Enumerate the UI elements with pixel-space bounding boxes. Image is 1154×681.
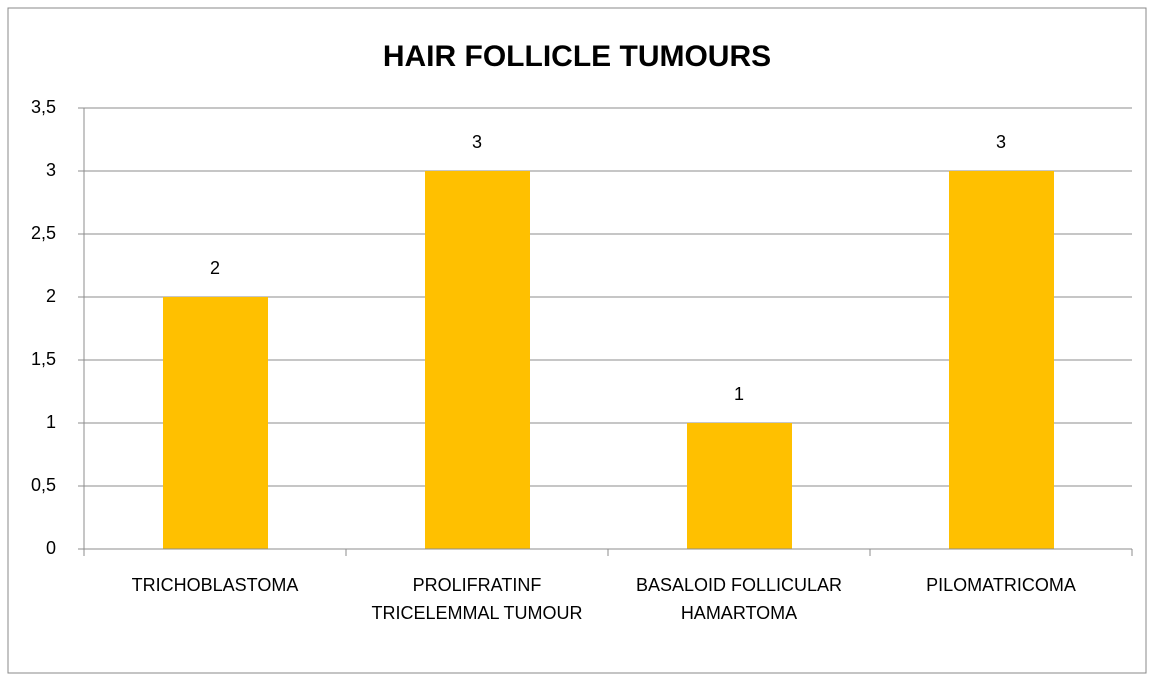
x-tick-label: PILOMATRICOMA (926, 575, 1076, 595)
y-tick-label: 3 (46, 160, 56, 180)
y-tick-label: 0 (46, 538, 56, 558)
data-label: 3 (472, 132, 482, 152)
data-label: 3 (996, 132, 1006, 152)
x-tick-label: TRICHOBLASTOMA (131, 575, 299, 595)
data-label: 2 (210, 258, 220, 278)
bar (687, 423, 792, 549)
data-label: 1 (734, 384, 744, 404)
bar (425, 171, 530, 549)
y-tick-label: 2,5 (31, 223, 56, 243)
chart-title: HAIR FOLLICLE TUMOURS (383, 40, 771, 73)
y-tick-label: 0,5 (31, 475, 56, 495)
y-tick-label: 1,5 (31, 349, 56, 369)
bar (163, 297, 268, 549)
bar (949, 171, 1054, 549)
y-tick-label: 3,5 (31, 97, 56, 117)
y-tick-label: 1 (46, 412, 56, 432)
y-tick-label: 2 (46, 286, 56, 306)
x-tick-label: PROLIFRATINF TRICELEMMAL TUMOUR (371, 575, 583, 623)
x-tick-label: BASALOID FOLLICULAR HAMARTOMA (635, 575, 843, 623)
